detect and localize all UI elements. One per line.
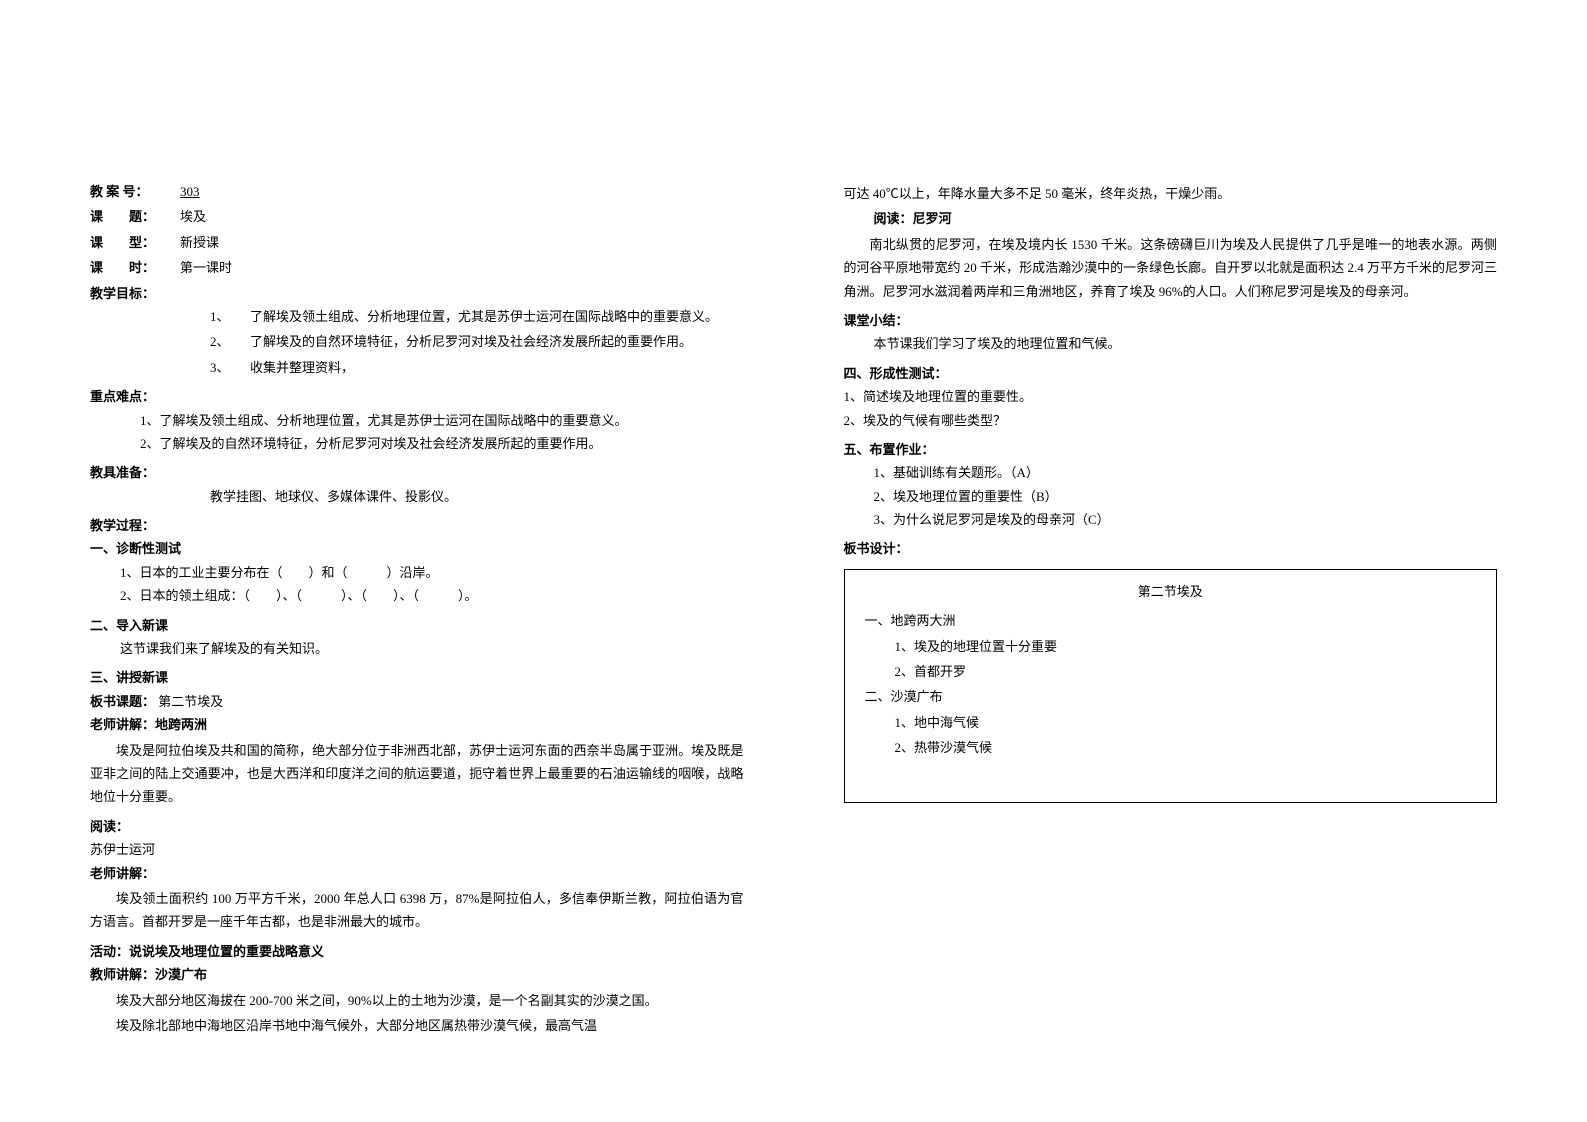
board-topic-row: 板书课题： 第二节埃及 xyxy=(90,690,744,713)
reading-label: 阅读： xyxy=(90,815,744,838)
period-row: 课 时： 第一课时 xyxy=(90,256,744,279)
board-title: 第二节埃及 xyxy=(865,580,1477,603)
teacher3-text2: 埃及除北部地中海地区沿岸书地中海气候外，大部分地区属热带沙漠气候，最高气温 xyxy=(90,1014,744,1037)
hw-heading: 五、布置作业： xyxy=(844,438,1498,461)
board-s2-1: 1、地中海气候 xyxy=(865,711,1477,734)
board-topic: 第二节埃及 xyxy=(158,694,223,709)
board-s2: 二、沙漠广布 xyxy=(865,685,1477,708)
goal-item: 1、 了解埃及领土组成、分析地理位置，尤其是苏伊士运河在国际战略中的重要意义。 xyxy=(210,305,744,328)
board-topic-label: 板书课题： xyxy=(90,694,155,709)
board-s2-2: 2、热带沙漠气候 xyxy=(865,736,1477,759)
reading2-text: 南北纵贯的尼罗河，在埃及境内长 1530 千米。这条磅礴巨川为埃及人民提供了几乎… xyxy=(844,233,1498,303)
goal-text: 了解埃及领土组成、分析地理位置，尤其是苏伊士运河在国际战略中的重要意义。 xyxy=(250,305,744,328)
teacher2-label: 老师讲解： xyxy=(90,862,744,885)
keypoint-2: 2、了解埃及的自然环境特征，分析尼罗河对埃及社会经济发展所起的重要作用。 xyxy=(90,432,744,455)
keypoints-label: 重点难点： xyxy=(90,385,744,408)
topic-value: 埃及 xyxy=(180,205,206,228)
goal-num: 2、 xyxy=(210,330,250,353)
hw-item-3: 3、为什么说尼罗河是埃及的母亲河（C） xyxy=(844,508,1498,531)
diag-heading: 一、诊断性测试 xyxy=(90,537,744,560)
plan-no-label: 教 案 号： xyxy=(90,180,180,203)
teacher3-text1: 埃及大部分地区海拔在 200-700 米之间，90%以上的土地为沙漠，是一个名副… xyxy=(90,989,744,1012)
plan-no-value: 303 xyxy=(180,180,200,203)
tools-label: 教具准备： xyxy=(90,461,744,484)
period-value: 第一课时 xyxy=(180,256,232,279)
type-row: 课 型： 新授课 xyxy=(90,231,744,254)
activity-label: 活动：说说埃及地理位置的重要战略意义 xyxy=(90,940,744,963)
keypoint-1: 1、了解埃及领土组成、分析地理位置，尤其是苏伊士运河在国际战略中的重要意义。 xyxy=(90,409,744,432)
test-item-2: 2、埃及的气候有哪些类型？ xyxy=(844,409,1498,432)
right-column: 可达 40℃以上，年降水量大多不足 50 毫米，终年炎热，干燥少雨。 阅读：尼罗… xyxy=(824,180,1498,1082)
teacher2-text: 埃及领土面积约 100 万平方千米，2000 年总人口 6398 万，87%是阿… xyxy=(90,887,744,934)
reading-text: 苏伊士运河 xyxy=(90,838,744,861)
diag-item-2: 2、日本的领土组成：（ ）、（ ）、（ ）、（ ）。 xyxy=(90,584,744,607)
intro-text: 这节课我们来了解埃及的有关知识。 xyxy=(90,637,744,660)
topic-label: 课 题： xyxy=(90,205,180,228)
board-s1-2: 2、首都开罗 xyxy=(865,660,1477,683)
board-s1-1: 1、埃及的地理位置十分重要 xyxy=(865,635,1477,658)
process-label: 教学过程： xyxy=(90,514,744,537)
board-design-box: 第二节埃及 一、地跨两大洲 1、埃及的地理位置十分重要 2、首都开罗 二、沙漠广… xyxy=(844,569,1498,803)
hw-item-1: 1、基础训练有关题形。（A） xyxy=(844,461,1498,484)
teacher3-label: 教师讲解：沙漠广布 xyxy=(90,963,744,986)
test-heading: 四、形成性测试： xyxy=(844,362,1498,385)
period-label: 课 时： xyxy=(90,256,180,279)
intro-heading: 二、导入新课 xyxy=(90,614,744,637)
left-column: 教 案 号： 303 课 题： 埃及 课 型： 新授课 课 时： 第一课时 教学… xyxy=(90,180,764,1082)
goals-list: 1、 了解埃及领土组成、分析地理位置，尤其是苏伊士运河在国际战略中的重要意义。 … xyxy=(90,305,744,379)
plan-no-row: 教 案 号： 303 xyxy=(90,180,744,203)
type-value: 新授课 xyxy=(180,231,219,254)
goal-text: 收集并整理资料， xyxy=(250,356,744,379)
board-heading: 板书设计： xyxy=(844,537,1498,560)
goal-text: 了解埃及的自然环境特征，分析尼罗河对埃及社会经济发展所起的重要作用。 xyxy=(250,330,744,353)
board-s1: 一、地跨两大洲 xyxy=(865,609,1477,632)
diag-item-1: 1、日本的工业主要分布在（ ）和（ ）沿岸。 xyxy=(90,561,744,584)
goal-item: 2、 了解埃及的自然环境特征，分析尼罗河对埃及社会经济发展所起的重要作用。 xyxy=(210,330,744,353)
teacher1-text: 埃及是阿拉伯埃及共和国的简称，绝大部分位于非洲西北部，苏伊士运河东面的西奈半岛属… xyxy=(90,739,744,809)
teach-heading: 三、讲授新课 xyxy=(90,666,744,689)
reading2-label: 阅读：尼罗河 xyxy=(844,207,1498,230)
hw-item-2: 2、埃及地理位置的重要性（B） xyxy=(844,485,1498,508)
goal-item: 3、 收集并整理资料， xyxy=(210,356,744,379)
goal-num: 3、 xyxy=(210,356,250,379)
type-label: 课 型： xyxy=(90,231,180,254)
topic-row: 课 题： 埃及 xyxy=(90,205,744,228)
summary-label: 课堂小结： xyxy=(844,309,1498,332)
teacher1-label: 老师讲解：地跨两洲 xyxy=(90,713,744,736)
summary-text: 本节课我们学习了埃及的地理位置和气候。 xyxy=(844,332,1498,355)
test-item-1: 1、简述埃及地理位置的重要性。 xyxy=(844,385,1498,408)
goal-num: 1、 xyxy=(210,305,250,328)
tools-text: 教学挂图、地球仪、多媒体课件、投影仪。 xyxy=(90,485,744,508)
goals-label: 教学目标： xyxy=(90,282,744,305)
cont-text: 可达 40℃以上，年降水量大多不足 50 毫米，终年炎热，干燥少雨。 xyxy=(844,182,1498,205)
